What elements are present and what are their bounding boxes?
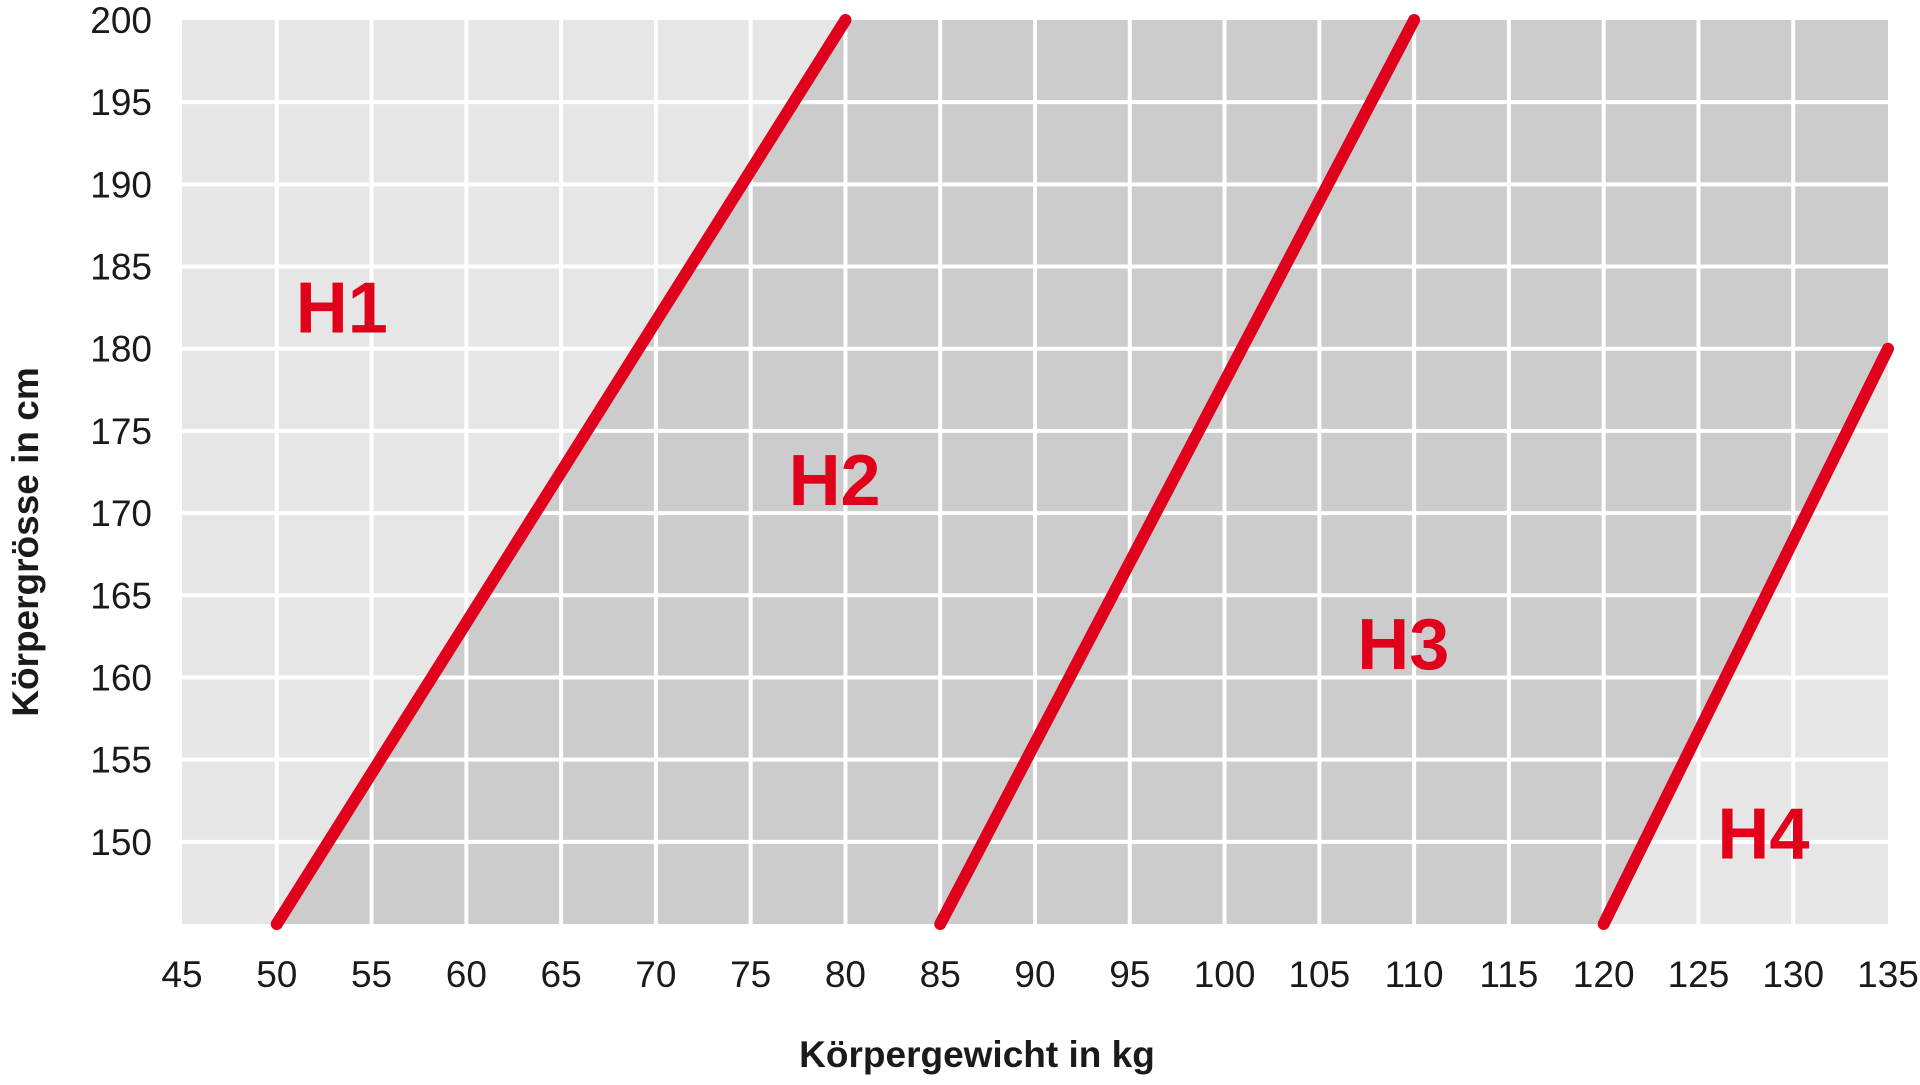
x-tick-label: 100: [1194, 954, 1256, 995]
region-label-h1: H1: [296, 268, 388, 348]
x-tick-label: 90: [1014, 954, 1055, 995]
x-tick-label: 65: [541, 954, 582, 995]
x-tick-label: 80: [825, 954, 866, 995]
region-label-h3: H3: [1357, 605, 1449, 685]
x-tick-label: 115: [1479, 954, 1538, 995]
boundary-line-3: [1597, 342, 1894, 930]
x-tick-label: 125: [1668, 954, 1730, 995]
x-axis-ticks: 45 50 55 60 65 70 75 80 85 90 95 100 105 110 115 120 125…: [161, 954, 1918, 995]
x-tick-label: 50: [256, 954, 297, 995]
y-tick-label: 195: [90, 82, 152, 123]
y-tick-label: 190: [90, 164, 152, 205]
region-fill-dark: [276, 20, 1888, 924]
x-tick-label: 105: [1288, 954, 1350, 995]
x-tick-label: 85: [920, 954, 961, 995]
x-tick-label: 120: [1573, 954, 1635, 995]
region-label-h4: H4: [1717, 794, 1809, 874]
y-axis-ticks: 150 155 160 165 170 175 180 185 190 195 200: [90, 0, 152, 863]
y-tick-label: 170: [90, 493, 152, 534]
boundary-line-2: [934, 14, 1421, 930]
x-tick-label: 135: [1857, 954, 1919, 995]
x-tick-label: 75: [730, 954, 771, 995]
x-tick-label: 45: [161, 954, 202, 995]
x-tick-label: 130: [1762, 954, 1824, 995]
y-tick-label: 180: [90, 329, 152, 370]
y-tick-label: 155: [90, 740, 152, 781]
region-labels: H1 H2 H3 H4: [296, 268, 1810, 874]
x-tick-label: 95: [1109, 954, 1150, 995]
boundary-lines: [270, 14, 1894, 930]
x-tick-label: 110: [1385, 954, 1444, 995]
y-tick-label: 175: [90, 411, 152, 452]
y-tick-label: 160: [90, 657, 152, 698]
y-axis-title: Körpergrösse in cm: [5, 367, 46, 717]
y-tick-label: 200: [90, 0, 152, 41]
y-tick-label: 185: [90, 247, 152, 288]
x-axis-title: Körpergewicht in kg: [799, 1034, 1155, 1075]
grid-lines: [182, 20, 1888, 924]
region-label-h2: H2: [789, 441, 881, 521]
x-tick-label: 60: [446, 954, 487, 995]
y-tick-label: 150: [90, 822, 152, 863]
y-tick-label: 165: [90, 575, 152, 616]
boundary-line-1: [270, 14, 852, 930]
x-tick-label: 55: [351, 954, 392, 995]
x-tick-label: 70: [635, 954, 676, 995]
